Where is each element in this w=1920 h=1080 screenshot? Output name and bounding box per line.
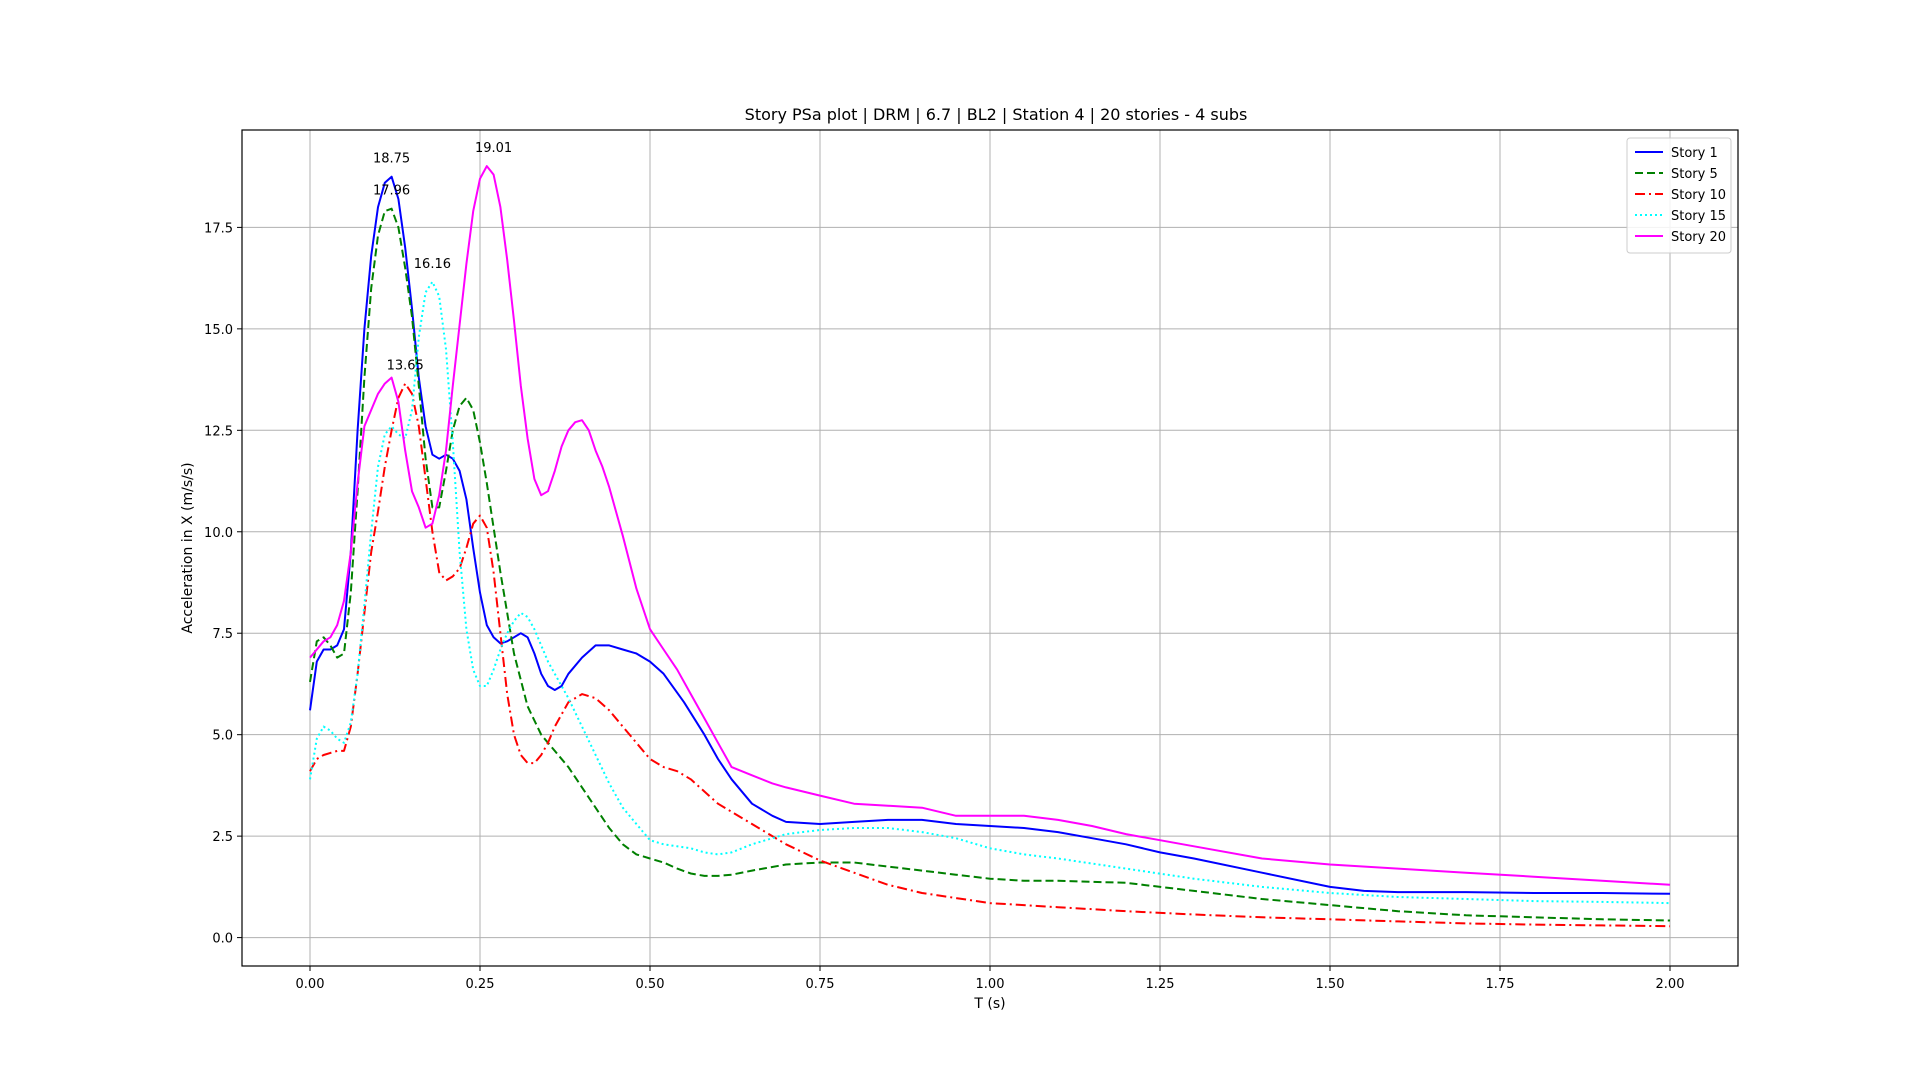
peak-annotations: 18.75 17.96 16.16 13.65 19.01 bbox=[373, 141, 512, 374]
series-line-story-10 bbox=[309, 382, 1671, 928]
peak-annotation: 19.01 bbox=[475, 141, 512, 156]
y-tick-label: 17.5 bbox=[204, 221, 233, 236]
series-lines bbox=[309, 165, 1671, 928]
series-line-story-15 bbox=[309, 280, 1671, 905]
y-tick-label: 0.0 bbox=[212, 932, 233, 947]
x-tick-label: 1.00 bbox=[976, 977, 1005, 992]
x-tick-label: 0.75 bbox=[806, 977, 835, 992]
plot-area-frame bbox=[241, 129, 1739, 967]
legend-label: Story 15 bbox=[1671, 209, 1726, 224]
y-tick-label: 2.5 bbox=[212, 830, 233, 845]
grid bbox=[242, 130, 1738, 966]
axis-ticks: 0.00 0.25 0.50 0.75 1.00 1.25 1.50 1.75 2.00 0.0 2… bbox=[204, 221, 1684, 992]
x-tick-label: 2.00 bbox=[1656, 977, 1685, 992]
peak-annotation: 17.96 bbox=[373, 184, 410, 199]
x-tick-label: 1.50 bbox=[1316, 977, 1345, 992]
peak-annotation: 16.16 bbox=[414, 257, 451, 272]
y-axis-label: Acceleration in X (m/s/s) bbox=[180, 462, 196, 633]
x-tick-label: 0.50 bbox=[636, 977, 665, 992]
y-tick-label: 5.0 bbox=[212, 729, 233, 744]
x-axis-label: T (s) bbox=[973, 996, 1005, 1012]
x-tick-label: 0.25 bbox=[466, 977, 495, 992]
legend-label: Story 5 bbox=[1671, 167, 1718, 182]
peak-annotation: 13.65 bbox=[387, 359, 424, 374]
series-line-story-1 bbox=[309, 175, 1671, 895]
legend-label: Story 1 bbox=[1671, 146, 1718, 161]
y-tick-label: 15.0 bbox=[204, 323, 233, 338]
peak-annotation: 18.75 bbox=[373, 152, 410, 167]
x-tick-label: 0.00 bbox=[296, 977, 325, 992]
x-tick-label: 1.75 bbox=[1486, 977, 1515, 992]
legend-box bbox=[1626, 137, 1732, 254]
x-tick-label: 1.25 bbox=[1146, 977, 1175, 992]
y-tick-label: 7.5 bbox=[212, 627, 233, 642]
y-tick-label: 12.5 bbox=[204, 424, 233, 439]
legend: Story 1 Story 5 Story 10 Story 15 Story 20 bbox=[1626, 137, 1732, 254]
series-line-story-20 bbox=[309, 165, 1671, 886]
legend-label: Story 10 bbox=[1671, 188, 1726, 203]
y-tick-label: 10.0 bbox=[204, 526, 233, 541]
legend-label: Story 20 bbox=[1671, 230, 1726, 245]
chart-title: Story PSa plot | DRM | 6.7 | BL2 | Stati… bbox=[745, 105, 1248, 124]
